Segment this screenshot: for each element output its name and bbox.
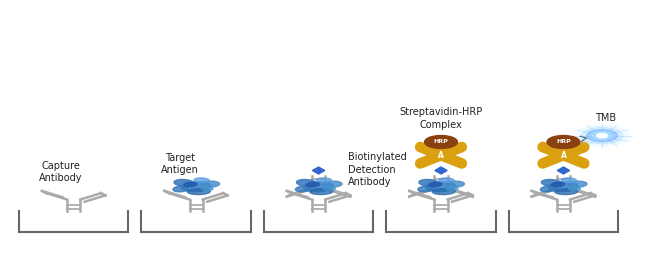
Ellipse shape: [554, 188, 578, 194]
Ellipse shape: [446, 186, 458, 191]
Ellipse shape: [419, 179, 439, 186]
Ellipse shape: [551, 182, 565, 187]
Ellipse shape: [200, 181, 220, 187]
Circle shape: [597, 133, 608, 138]
Circle shape: [576, 125, 629, 146]
Ellipse shape: [541, 179, 562, 186]
Circle shape: [592, 132, 612, 140]
Text: Streptavidin-HRP
Complex: Streptavidin-HRP Complex: [399, 107, 482, 130]
Ellipse shape: [322, 181, 342, 187]
Text: Biotinylated
Detection
Antibody: Biotinylated Detection Antibody: [348, 152, 406, 187]
Polygon shape: [557, 167, 569, 174]
Ellipse shape: [569, 186, 580, 191]
Text: Target
Antigen: Target Antigen: [161, 153, 199, 175]
Ellipse shape: [184, 182, 198, 187]
Ellipse shape: [540, 186, 556, 192]
Ellipse shape: [173, 186, 188, 192]
Ellipse shape: [445, 181, 465, 187]
Ellipse shape: [304, 182, 333, 192]
Circle shape: [424, 135, 458, 148]
Text: TMB: TMB: [595, 113, 616, 124]
Ellipse shape: [426, 182, 456, 192]
Circle shape: [587, 129, 618, 142]
Ellipse shape: [562, 178, 577, 183]
Text: HRP: HRP: [434, 140, 448, 145]
Text: Capture
Antibody: Capture Antibody: [39, 161, 83, 184]
Ellipse shape: [174, 179, 194, 186]
Ellipse shape: [310, 188, 333, 194]
Ellipse shape: [181, 182, 211, 192]
Ellipse shape: [324, 186, 335, 191]
Ellipse shape: [187, 188, 211, 194]
Ellipse shape: [201, 186, 213, 191]
Polygon shape: [313, 167, 325, 174]
Ellipse shape: [194, 178, 209, 183]
Ellipse shape: [439, 178, 454, 183]
Text: A: A: [438, 151, 444, 160]
Ellipse shape: [432, 188, 455, 194]
Circle shape: [581, 127, 623, 144]
Ellipse shape: [296, 186, 311, 192]
Circle shape: [547, 135, 580, 148]
Ellipse shape: [549, 182, 578, 192]
Ellipse shape: [429, 182, 442, 187]
Ellipse shape: [296, 179, 317, 186]
Polygon shape: [435, 167, 447, 174]
Text: HRP: HRP: [556, 140, 571, 145]
Ellipse shape: [317, 178, 332, 183]
Text: A: A: [560, 151, 566, 160]
Ellipse shape: [418, 186, 434, 192]
Ellipse shape: [306, 182, 320, 187]
Ellipse shape: [567, 181, 587, 187]
